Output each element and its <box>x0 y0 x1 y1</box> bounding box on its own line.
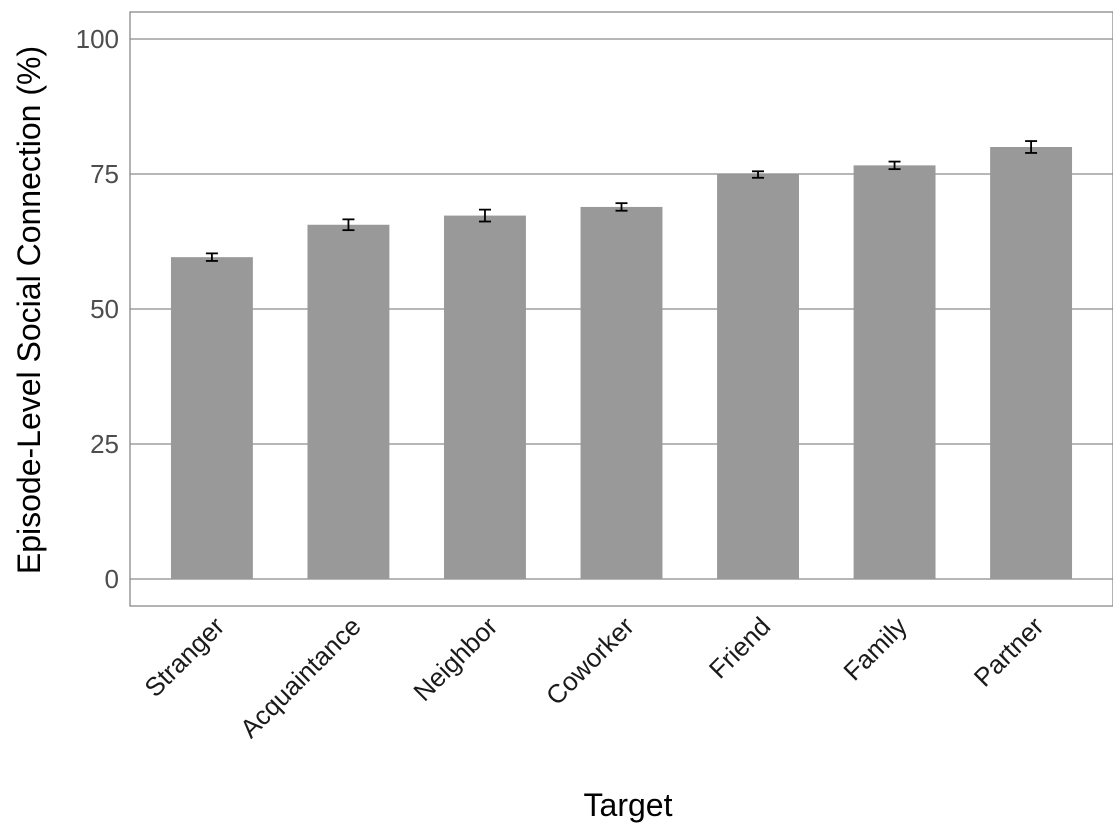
y-tick-label: 25 <box>90 429 119 459</box>
x-tick-label: Acquaintance <box>234 611 367 744</box>
x-tick-label: Stranger <box>138 611 230 703</box>
x-tick-labels: Stranger Acquaintance Neighbor Coworker Frie… <box>138 611 1049 744</box>
x-axis-title: Target <box>584 787 673 823</box>
bar <box>170 257 253 579</box>
bar <box>307 224 390 579</box>
error-bar <box>478 208 491 223</box>
error-bar <box>205 252 218 262</box>
error-bar <box>1025 140 1038 154</box>
y-tick-label: 50 <box>90 294 119 324</box>
y-tick-label: 0 <box>105 564 119 594</box>
error-bar <box>888 160 901 171</box>
bar <box>444 215 526 579</box>
error-bar <box>342 218 355 232</box>
y-axis-title: Episode-Level Social Connection (%) <box>11 46 47 574</box>
x-tick-label: Partner <box>968 611 1050 693</box>
error-bar <box>615 202 628 212</box>
error-bar <box>752 170 765 179</box>
bar <box>580 206 663 579</box>
x-tick-label: Friend <box>703 611 776 684</box>
bar <box>853 165 936 580</box>
bars <box>170 147 1073 580</box>
bar <box>717 174 799 580</box>
x-tick-label: Neighbor <box>407 611 503 707</box>
x-tick-label: Family <box>837 611 912 686</box>
x-tick-label: Coworker <box>540 611 640 711</box>
y-tick-label: 75 <box>90 159 119 189</box>
bar <box>990 147 1073 579</box>
y-tick-label: 100 <box>76 24 119 54</box>
y-tick-labels: 0 25 50 75 100 <box>76 24 119 594</box>
error-bars <box>205 140 1038 262</box>
